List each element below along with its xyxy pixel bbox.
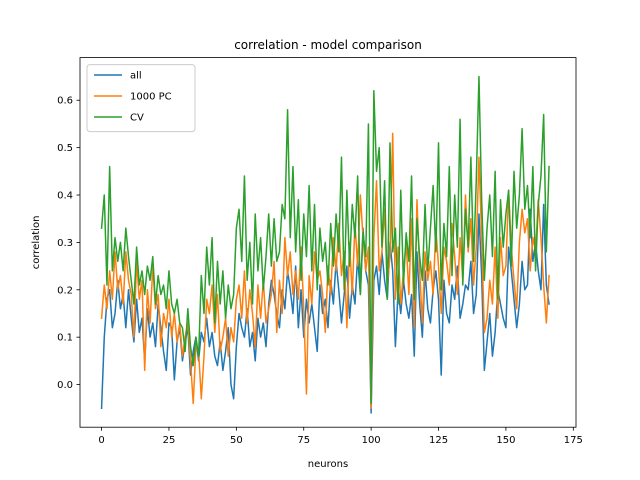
y-tick-label: 0.1 bbox=[57, 333, 73, 344]
x-tick-label: 150 bbox=[496, 435, 515, 446]
x-tick-label: 25 bbox=[163, 435, 176, 446]
series-layer bbox=[100, 75, 550, 414]
x-tick-label: 50 bbox=[230, 435, 243, 446]
y-tick-label: 0.6 bbox=[57, 96, 73, 107]
legend-frame bbox=[86, 64, 196, 133]
y-axis-ticks: 0.0 0.1 0.2 0.3 0.4 0.5 0.6 bbox=[57, 96, 80, 391]
legend: all 1000 PC CV bbox=[86, 64, 196, 133]
y-tick-label: 0.3 bbox=[57, 238, 73, 249]
legend-label-0: all bbox=[130, 71, 142, 82]
x-tick-label: 0 bbox=[98, 435, 104, 446]
series-line-1 bbox=[100, 132, 550, 409]
x-axis-ticks: 0 25 50 75 100 125 150 175 bbox=[98, 427, 583, 446]
y-tick-label: 0.5 bbox=[57, 143, 73, 154]
x-tick-label: 175 bbox=[564, 435, 583, 446]
x-tick-label: 75 bbox=[297, 435, 310, 446]
legend-label-1: 1000 PC bbox=[130, 92, 172, 103]
y-tick-label: 0.0 bbox=[57, 380, 73, 391]
chart-title: correlation - model comparison bbox=[234, 38, 422, 52]
series-line-2 bbox=[100, 75, 550, 405]
series-line-0 bbox=[100, 203, 550, 414]
x-tick-label: 100 bbox=[362, 435, 381, 446]
y-tick-label: 0.4 bbox=[57, 191, 73, 202]
y-tick-label: 0.2 bbox=[57, 285, 73, 296]
x-axis-label: neurons bbox=[308, 459, 348, 470]
y-axis-label: correlation bbox=[31, 216, 42, 270]
x-tick-label: 125 bbox=[429, 435, 448, 446]
legend-label-2: CV bbox=[130, 113, 144, 124]
